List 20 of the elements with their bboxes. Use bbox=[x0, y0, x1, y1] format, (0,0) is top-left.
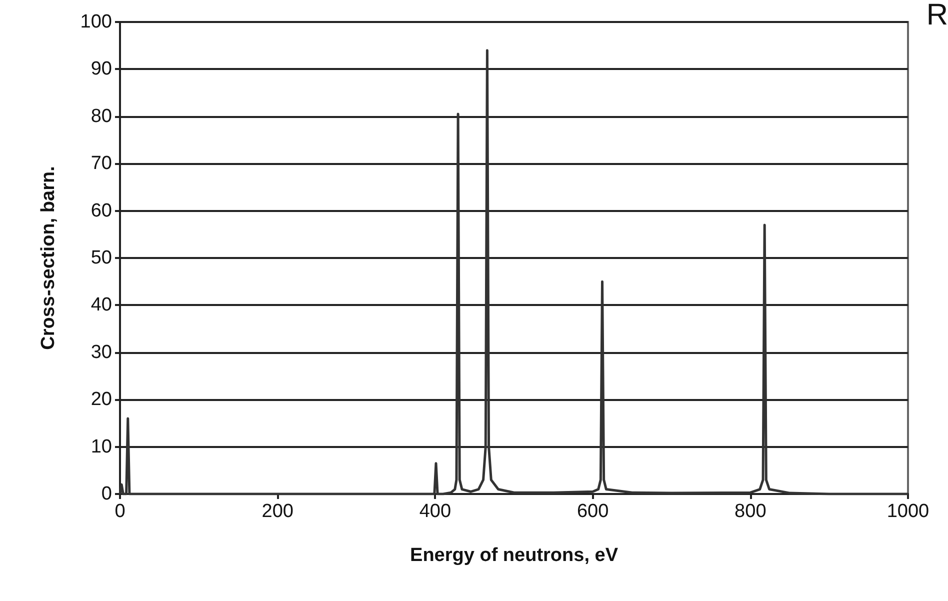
x-tick-label: 400 bbox=[419, 501, 452, 522]
x-tick-label: 600 bbox=[576, 501, 609, 522]
y-axis-title: Cross-section, barn. bbox=[38, 166, 59, 350]
x-tick-label: 0 bbox=[114, 501, 126, 522]
x-tick-label: 1000 bbox=[886, 501, 930, 522]
y-tick-label: 40 bbox=[90, 294, 112, 316]
x-tick-label: 200 bbox=[262, 501, 294, 522]
y-tick-label: 60 bbox=[90, 200, 112, 222]
y-tick-label: 0 bbox=[101, 484, 112, 504]
y-tick-label: 30 bbox=[90, 342, 112, 363]
y-tick-label: 70 bbox=[90, 153, 112, 174]
x-tick-label: 800 bbox=[734, 501, 766, 522]
x-axis-title: Energy of neutrons, eV bbox=[410, 545, 618, 566]
y-tick-label: 80 bbox=[90, 106, 112, 127]
y-tick-label: 50 bbox=[90, 248, 112, 268]
y-tick-label: 10 bbox=[90, 436, 112, 458]
y-tick-label: 100 bbox=[80, 12, 112, 32]
y-tick-label: 90 bbox=[90, 58, 112, 80]
y-tick-label: 20 bbox=[90, 389, 112, 410]
text: R bbox=[926, 0, 948, 32]
